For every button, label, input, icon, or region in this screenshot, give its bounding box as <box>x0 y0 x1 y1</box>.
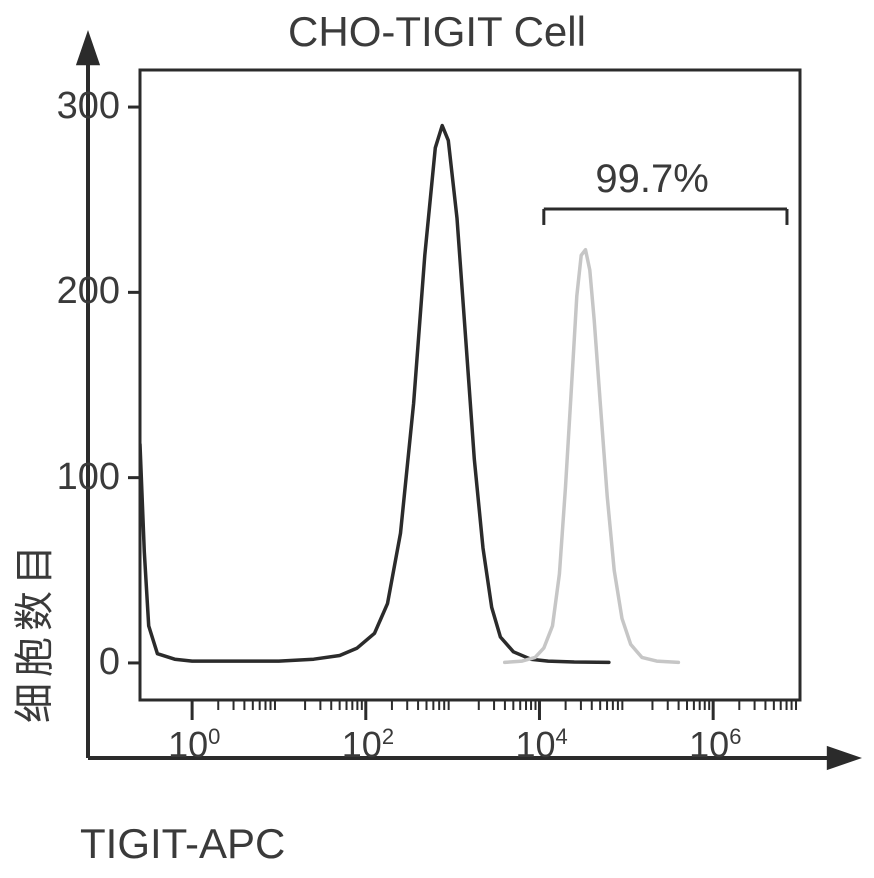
chart-svg <box>0 0 874 878</box>
chart-container: CHO-TIGIT Cell 细胞数目 TIGIT-APC 99.7% 0100… <box>0 0 874 878</box>
x-tick-label: 100 <box>168 724 220 766</box>
gate-label: 99.7% <box>595 157 708 202</box>
x-tick-label: 106 <box>689 724 741 766</box>
tigit-peak <box>505 250 679 663</box>
y-tick-label: 300 <box>57 85 120 128</box>
y-tick-label: 100 <box>57 456 120 499</box>
x-tick-label: 104 <box>515 724 567 766</box>
y-tick-label: 200 <box>57 270 120 313</box>
control-peak <box>140 126 609 663</box>
y-tick-label: 0 <box>99 641 120 684</box>
x-tick-label: 102 <box>342 724 394 766</box>
